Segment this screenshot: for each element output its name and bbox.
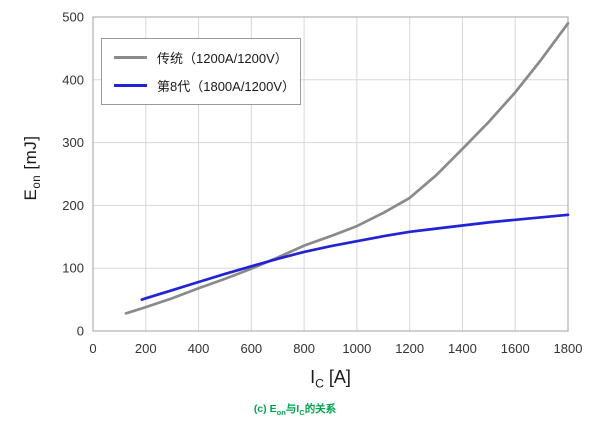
x-tick-label: 1800 xyxy=(554,341,583,356)
y-tick-label: 0 xyxy=(77,324,84,339)
legend-label-conventional: 传统（1200A/1200V） xyxy=(157,51,288,66)
legend-label-8th-gen: 第8代（1800A/1200V） xyxy=(157,79,296,94)
x-tick-label: 1600 xyxy=(501,341,530,356)
caption-subscript-c: C xyxy=(299,408,305,418)
y-tick-label: 500 xyxy=(62,10,84,25)
x-tick-label: 200 xyxy=(135,341,157,356)
legend-line-swatch-blue xyxy=(114,84,147,87)
y-axis-label: Eon [mJ] xyxy=(21,135,43,200)
y-tick-label: 400 xyxy=(62,72,84,87)
x-tick-label: 1200 xyxy=(395,341,424,356)
y-axis-label-subscript: on xyxy=(31,174,44,189)
plot-border xyxy=(92,16,569,332)
x-axis-label-symbol: I xyxy=(310,367,316,387)
x-tick-label: 400 xyxy=(188,341,210,356)
x-axis-label: IC [A] xyxy=(93,367,568,391)
series-line-8th-gen xyxy=(140,213,570,301)
y-tick-label: 200 xyxy=(62,198,84,213)
x-tick-label: 800 xyxy=(293,341,315,356)
caption-part: (c) E xyxy=(253,403,277,415)
figure-caption: (c) Eon与IC的关系 xyxy=(0,401,590,417)
caption-subscript-on: on xyxy=(276,408,286,418)
y-tick-label: 300 xyxy=(62,135,84,150)
y-axis-label-unit: [mJ] xyxy=(20,135,40,175)
x-axis-label-subscript: C xyxy=(315,376,324,391)
legend-item-conventional: 传统（1200A/1200V） xyxy=(114,48,290,67)
x-tick-label: 1000 xyxy=(342,341,371,356)
y-tick-label: 100 xyxy=(62,261,84,276)
x-tick-label: 0 xyxy=(89,341,96,356)
legend-item-8th-gen: 第8代（1800A/1200V） xyxy=(114,76,295,95)
caption-part: 的关系 xyxy=(304,403,337,415)
x-tick-label: 1400 xyxy=(448,341,477,356)
legend: 传统（1200A/1200V） 第8代（1800A/1200V） xyxy=(101,38,301,105)
x-tick-label: 600 xyxy=(240,341,262,356)
series-line-conventional xyxy=(124,21,570,315)
caption-part: 与I xyxy=(285,403,300,415)
x-axis-label-unit: [A] xyxy=(323,367,351,387)
y-axis-label-symbol: E xyxy=(20,188,40,201)
legend-line-swatch-gray xyxy=(114,56,147,59)
